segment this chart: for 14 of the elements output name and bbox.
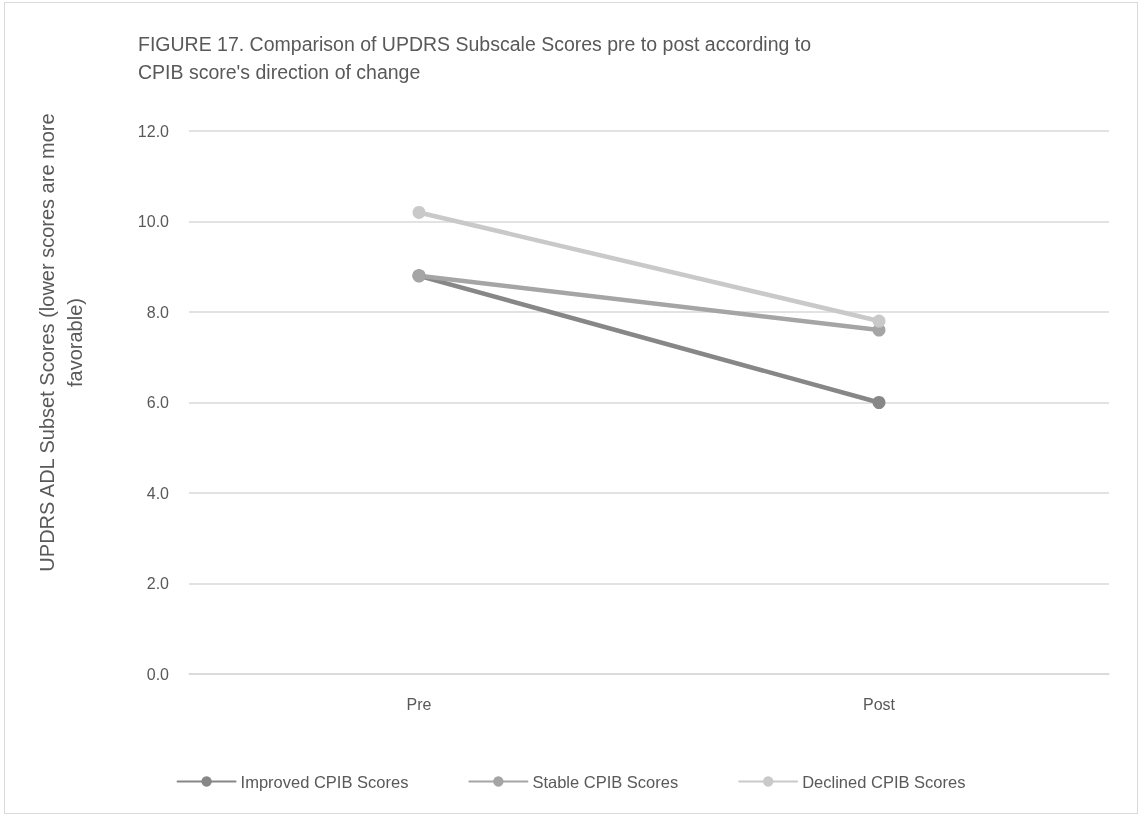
y-tick-label: 12.0 — [137, 122, 170, 140]
y-tick-label: 10.0 — [137, 213, 170, 230]
y-tick-label: 6.0 — [146, 394, 170, 411]
chart-title: FIGURE 17. Comparison of UPDRS Subscale Scores pre to post according to CPIB score's direction of change — [138, 33, 817, 83]
y-axis-title: UPDRS ADL Subset Scores (lower scores are more favorable) — [36, 113, 86, 572]
x-tick-label: Post — [862, 695, 896, 713]
x-tick-label: Pre — [406, 695, 432, 713]
legend-label: Improved CPIB Scores — [240, 772, 409, 791]
y-tick-label: 4.0 — [146, 484, 170, 502]
y-tick-label: 0.0 — [146, 665, 170, 683]
legend-label: Declined CPIB Scores — [802, 772, 966, 791]
y-tick-label: 2.0 — [146, 575, 170, 592]
legend-label: Stable CPIB Scores — [532, 772, 679, 791]
y-tick-label: 8.0 — [146, 303, 170, 321]
